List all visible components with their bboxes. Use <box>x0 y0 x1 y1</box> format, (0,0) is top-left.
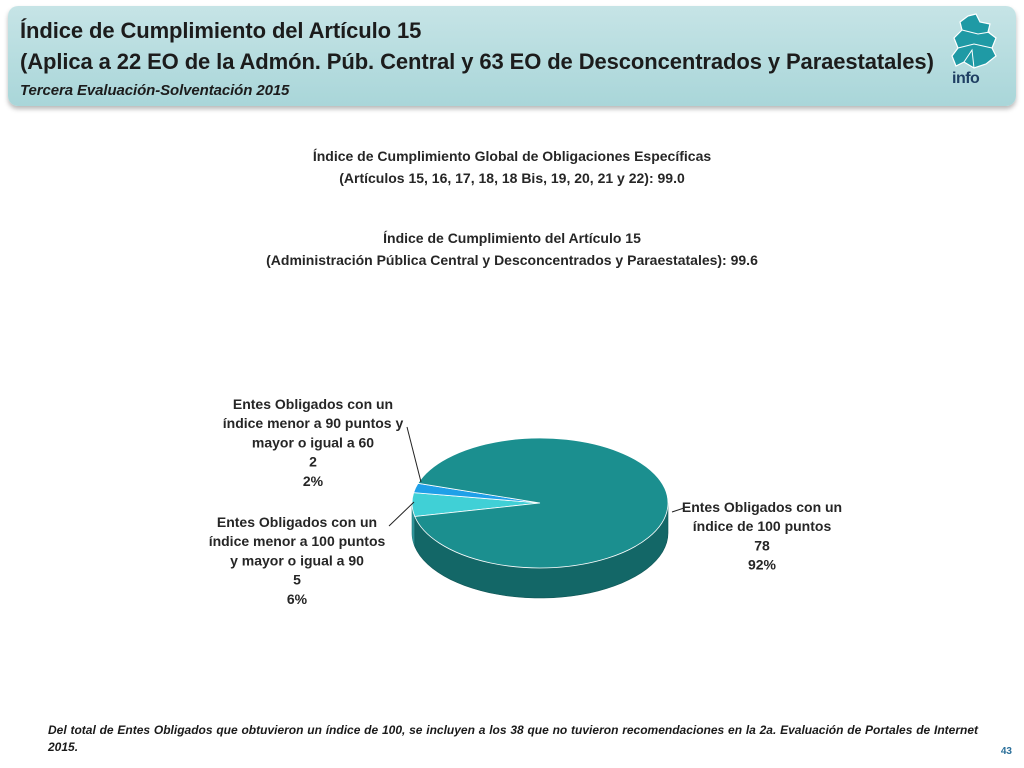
global-index-line1: Índice de Cumplimiento Global de Obligac… <box>312 148 712 164</box>
page-subtitle: Tercera Evaluación-Solventación 2015 <box>20 82 290 99</box>
slice-label-2: mayor o igual a 60 <box>252 434 374 450</box>
slice-label-1: Entes Obligados con un <box>217 514 377 530</box>
slice-percent-1: 6% <box>287 591 308 607</box>
article15-index-line2: (Administración Pública Central y Descon… <box>266 252 758 268</box>
leader-line-2 <box>406 426 422 483</box>
header-banner: Índice de Cumplimiento del Artículo 15 (… <box>8 6 1016 106</box>
slice-count-0: 78 <box>754 537 770 553</box>
slice-label-1: y mayor o igual a 90 <box>230 552 364 568</box>
slice-label-2: Entes Obligados con un <box>233 396 393 412</box>
slice-percent-0: 92% <box>748 557 777 573</box>
leader-line-1 <box>388 501 415 527</box>
footnote: Del total de Entes Obligados que obtuvie… <box>48 723 978 754</box>
slice-percent-2: 2% <box>303 473 324 489</box>
page-title-scope: (Aplica a 22 EO de la Admón. Púb. Centra… <box>20 49 934 74</box>
slice-label-1: índice menor a 100 puntos <box>209 533 386 549</box>
pie-slice-0 <box>414 437 669 569</box>
city-map-logo-icon <box>951 13 997 69</box>
page-title: Índice de Cumplimiento del Artículo 15 <box>20 18 422 43</box>
logo-wordmark: info <box>952 70 980 87</box>
leader-line-0 <box>671 507 685 513</box>
article15-index-line1: Índice de Cumplimiento del Artículo 15 <box>383 230 641 246</box>
global-index-line2: (Artículos 15, 16, 17, 18, 18 Bis, 19, 2… <box>339 170 685 186</box>
slice-label-0: Entes Obligados con un <box>682 499 842 515</box>
slice-count-2: 2 <box>309 454 317 470</box>
page-number: 43 <box>1000 746 1012 757</box>
slice-count-1: 5 <box>293 572 301 588</box>
slice-label-2: índice menor a 90 puntos y <box>223 415 404 431</box>
slice-label-0: índice de 100 puntos <box>693 518 832 534</box>
